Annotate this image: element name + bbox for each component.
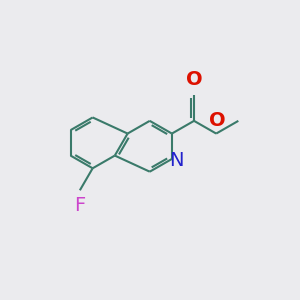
Text: O: O xyxy=(186,70,202,89)
Text: O: O xyxy=(209,111,226,130)
Text: F: F xyxy=(74,196,85,215)
Text: N: N xyxy=(169,151,183,170)
